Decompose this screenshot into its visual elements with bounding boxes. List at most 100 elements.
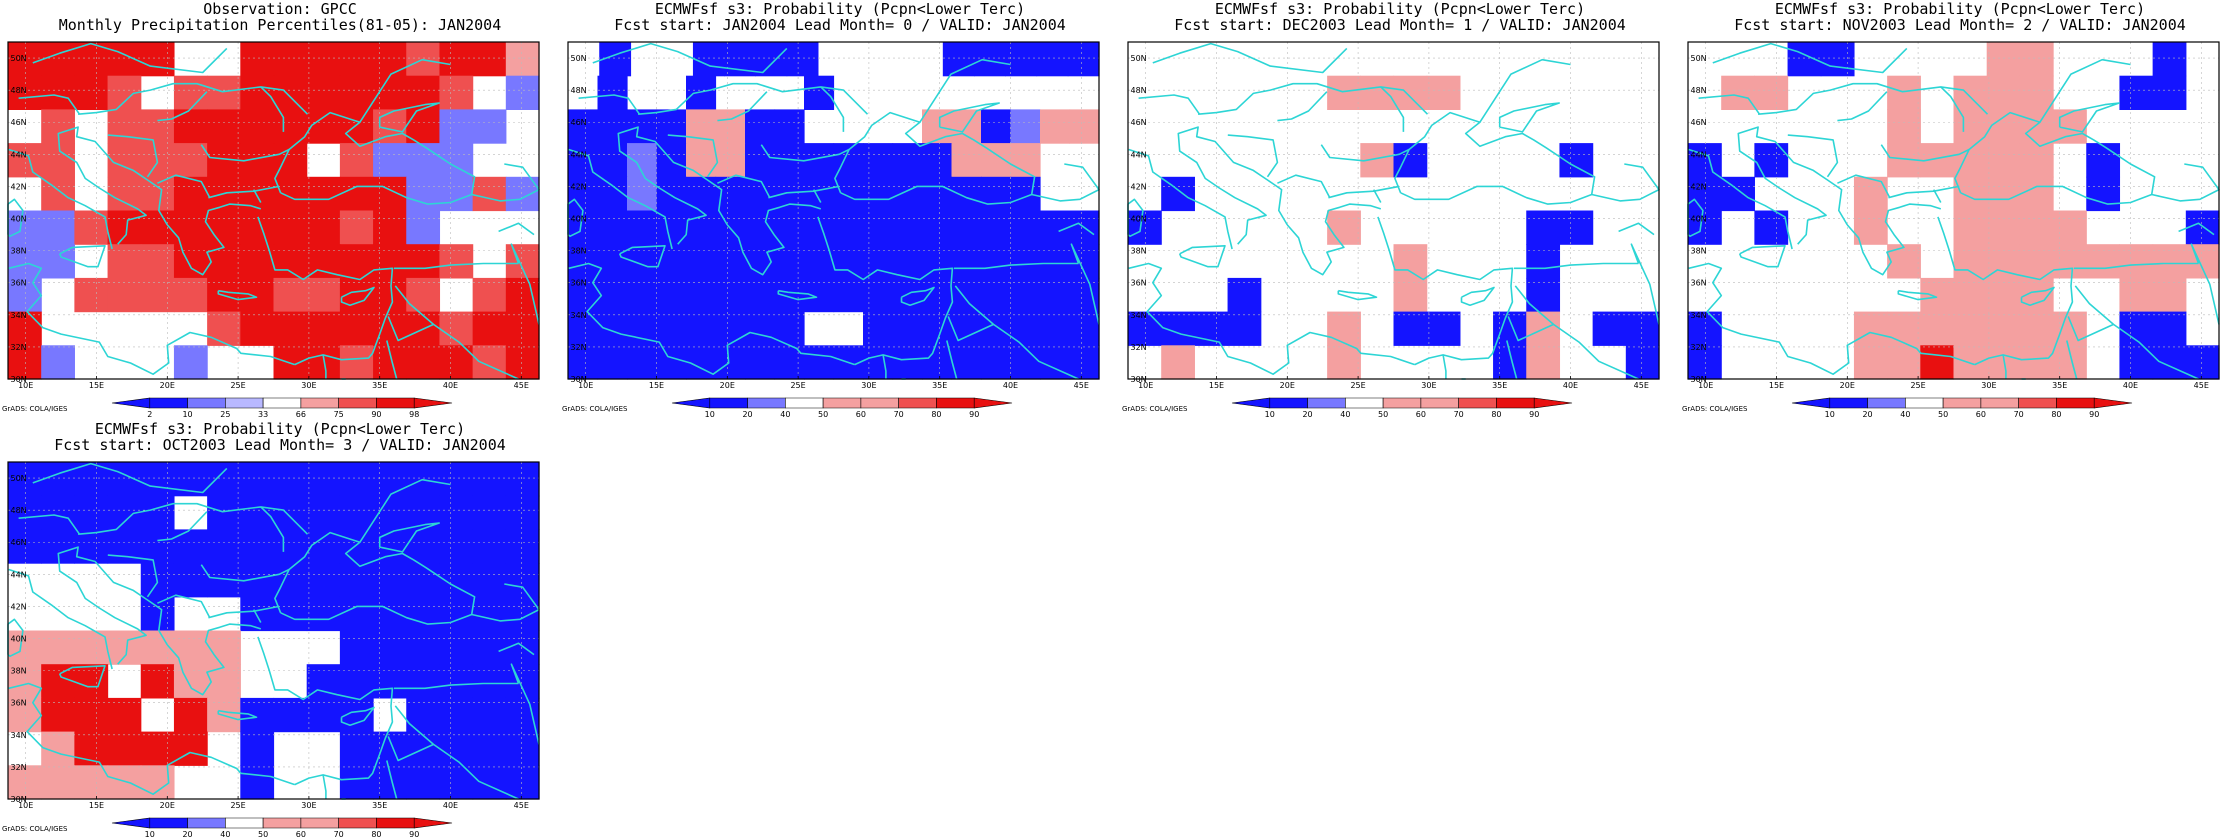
x-tick-label: 45E: [2194, 381, 2209, 390]
colorbar-label: 90: [409, 830, 419, 839]
colorbar-segment: [1420, 397, 1459, 409]
heat-cell: [207, 462, 241, 497]
heat-cell: [439, 42, 474, 77]
heat-cell: [107, 630, 142, 665]
heat-cell: [339, 210, 374, 245]
coastline: [387, 736, 434, 762]
colorbar-label: 80: [931, 410, 941, 419]
colorbar-segment: [860, 397, 899, 409]
heat-cell: [1625, 345, 1660, 380]
x-tick-label: 20E: [1280, 381, 1295, 390]
heat-cell: [1360, 75, 1395, 110]
colorbar-label: 20: [182, 830, 192, 839]
heat-cell: [863, 176, 894, 212]
coastline: [274, 531, 476, 625]
plot-frame: [1687, 41, 2220, 380]
heat-cell: [2019, 109, 2054, 144]
x-tick-label: 15E: [649, 381, 664, 390]
heat-cell: [1393, 244, 1428, 279]
x-tick-label: 15E: [1209, 381, 1224, 390]
heat-cell: [373, 109, 407, 144]
coastline: [820, 86, 845, 132]
heat-cell: [8, 529, 42, 564]
colorbar-segment: [1345, 397, 1384, 409]
coastline: [2020, 286, 2055, 307]
coastline: [953, 262, 1079, 270]
heat-cell: [2019, 244, 2054, 279]
heat-cell: [273, 277, 308, 313]
heat-cell: [1920, 311, 1955, 346]
y-tick-label: 34N: [11, 731, 27, 740]
heat-cell: [1887, 311, 1921, 346]
heat-cell: [173, 109, 208, 144]
y-tick-label: 38N: [11, 667, 27, 676]
coastline: [58, 245, 106, 268]
coastline: [166, 203, 262, 276]
heat-cell: [41, 210, 75, 245]
colorbar-label: 70: [894, 410, 904, 419]
x-tick-label: 45E: [514, 381, 529, 390]
y-tick-label: 38N: [11, 247, 27, 256]
coastlines: [567, 42, 1100, 380]
heat-cell: [974, 42, 1006, 77]
heat-cell: [505, 563, 540, 598]
coastline: [1178, 245, 1226, 268]
y-tick-label: 42N: [1131, 182, 1147, 191]
heat-cell: [472, 277, 507, 313]
heat-cell: [627, 176, 658, 212]
heat-cell: [1010, 109, 1041, 144]
coastline: [107, 134, 159, 178]
heat-cell: [863, 210, 894, 245]
gpcc-panel: Observation: GPCC Monthly Precipitation …: [0, 0, 560, 420]
coastline: [510, 243, 540, 325]
heat-cell: [1040, 311, 1071, 346]
heat-cell: [8, 462, 42, 497]
heat-cell: [2185, 244, 2220, 279]
coastline: [257, 216, 394, 366]
heat-cell: [505, 697, 540, 733]
coastline: [260, 86, 285, 132]
probability-map: 10E 15E 20E 25E 30E 35E 40E 45E 30N 32N 34N 36N 38N 4…: [1687, 41, 2220, 419]
heat-cell: [439, 529, 474, 564]
precip-map: 10E 15E 20E 25E 30E 35E 40E 45E 30N 32N 34N 36N 38N 4…: [7, 41, 540, 419]
coastline: [2151, 163, 2220, 202]
heat-cell: [339, 345, 374, 380]
heat-cell: [207, 529, 241, 564]
heat-cell: [339, 765, 374, 800]
heat-cell: [472, 596, 507, 632]
heat-cell: [306, 42, 341, 77]
coastline: [900, 286, 935, 307]
coastline: [568, 262, 855, 376]
colorbar-label: 60: [296, 830, 306, 839]
heat-cell: [373, 731, 407, 766]
heat-cell: [2152, 277, 2187, 313]
x-tick-label: 35E: [372, 801, 387, 810]
y-tick-label: 36N: [1131, 279, 1147, 288]
coastline: [2073, 262, 2199, 270]
heat-cell: [745, 345, 776, 380]
heat-cell: [786, 42, 819, 77]
heat-cell: [1986, 109, 2021, 144]
coastline: [8, 682, 295, 796]
colorbar-segment: [187, 397, 226, 409]
heat-cell: [439, 244, 474, 279]
colorbar-label: 98: [409, 410, 419, 419]
heat-cell: [140, 529, 175, 564]
colorbar-label: 75: [334, 410, 344, 419]
heat-cell: [2019, 311, 2054, 346]
heat-cell: [1721, 75, 1755, 110]
heat-cell: [1953, 75, 1988, 110]
y-tick-label: 46N: [1691, 118, 1707, 127]
heat-cell: [207, 630, 241, 665]
heat-cell: [568, 210, 599, 245]
heat-cell: [472, 109, 507, 144]
coastline: [1460, 286, 1495, 307]
coastline: [1787, 134, 1839, 178]
heat-cell: [339, 664, 374, 699]
coastline: [717, 174, 771, 199]
colorbar: 10 20 40 50 60 70 80 90: [1791, 397, 2133, 419]
heat-cell: [981, 210, 1012, 245]
heat-cell: [1526, 345, 1561, 380]
x-tick-label: 20E: [160, 801, 175, 810]
heat-cell: [1625, 311, 1660, 346]
